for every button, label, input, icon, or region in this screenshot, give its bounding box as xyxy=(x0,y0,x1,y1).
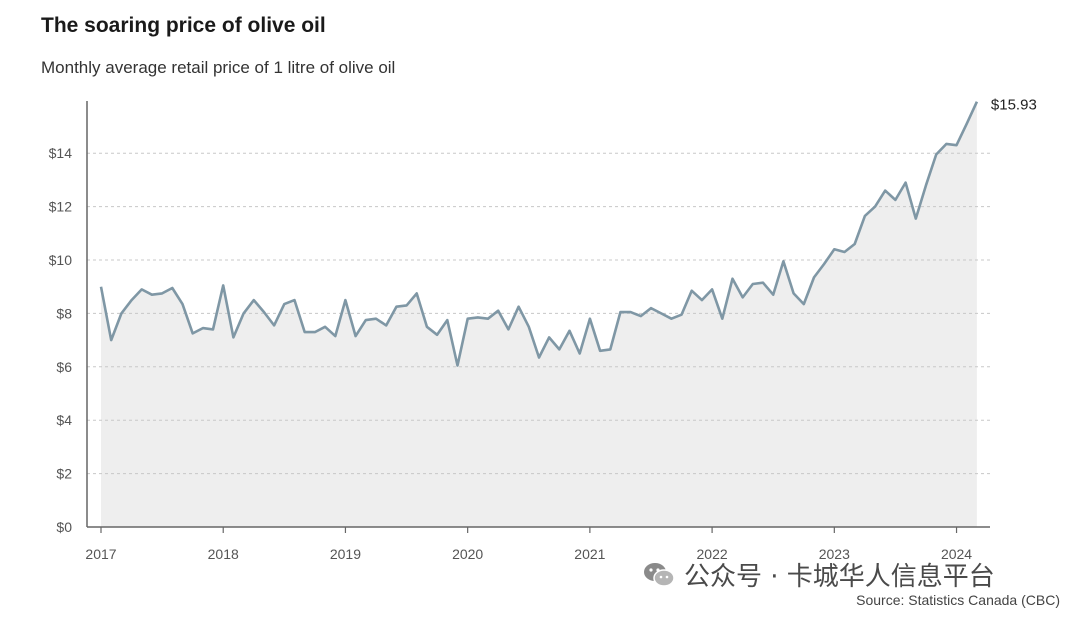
y-tick-label: $10 xyxy=(49,252,73,268)
x-tick-label: 2020 xyxy=(452,546,483,562)
area-fill xyxy=(101,101,977,527)
x-tick-label: 2024 xyxy=(941,546,972,562)
x-tick-label: 2018 xyxy=(208,546,239,562)
x-tick-label: 2023 xyxy=(819,546,850,562)
watermark-text: 公众号 · 卡城华人信息平台 xyxy=(684,562,995,592)
y-tick-label: $4 xyxy=(56,412,72,428)
y-tick-label: $2 xyxy=(56,466,72,482)
y-tick-label: $8 xyxy=(56,305,72,321)
x-tick-label: 2022 xyxy=(697,546,728,562)
watermark: 公众号 · 卡城华人信息平台 xyxy=(642,556,995,593)
source-note: Source: Statistics Canada (CBC) xyxy=(856,592,1060,608)
chart-subtitle: Monthly average retail price of 1 litre … xyxy=(41,58,396,77)
y-tick-label: $14 xyxy=(49,145,73,161)
price-line xyxy=(99,101,979,367)
wechat-icon xyxy=(644,562,675,587)
y-tick-label: $0 xyxy=(56,519,72,535)
x-tick-label: 2019 xyxy=(330,546,361,562)
y-tick-label: $12 xyxy=(49,199,73,215)
y-tick-label: $6 xyxy=(56,359,72,375)
end-value-label: $15.93 xyxy=(991,97,1037,114)
x-tick-label: 2021 xyxy=(574,546,605,562)
chart-title: The soaring price of olive oil xyxy=(41,14,326,37)
x-tick-label: 2017 xyxy=(85,546,116,562)
